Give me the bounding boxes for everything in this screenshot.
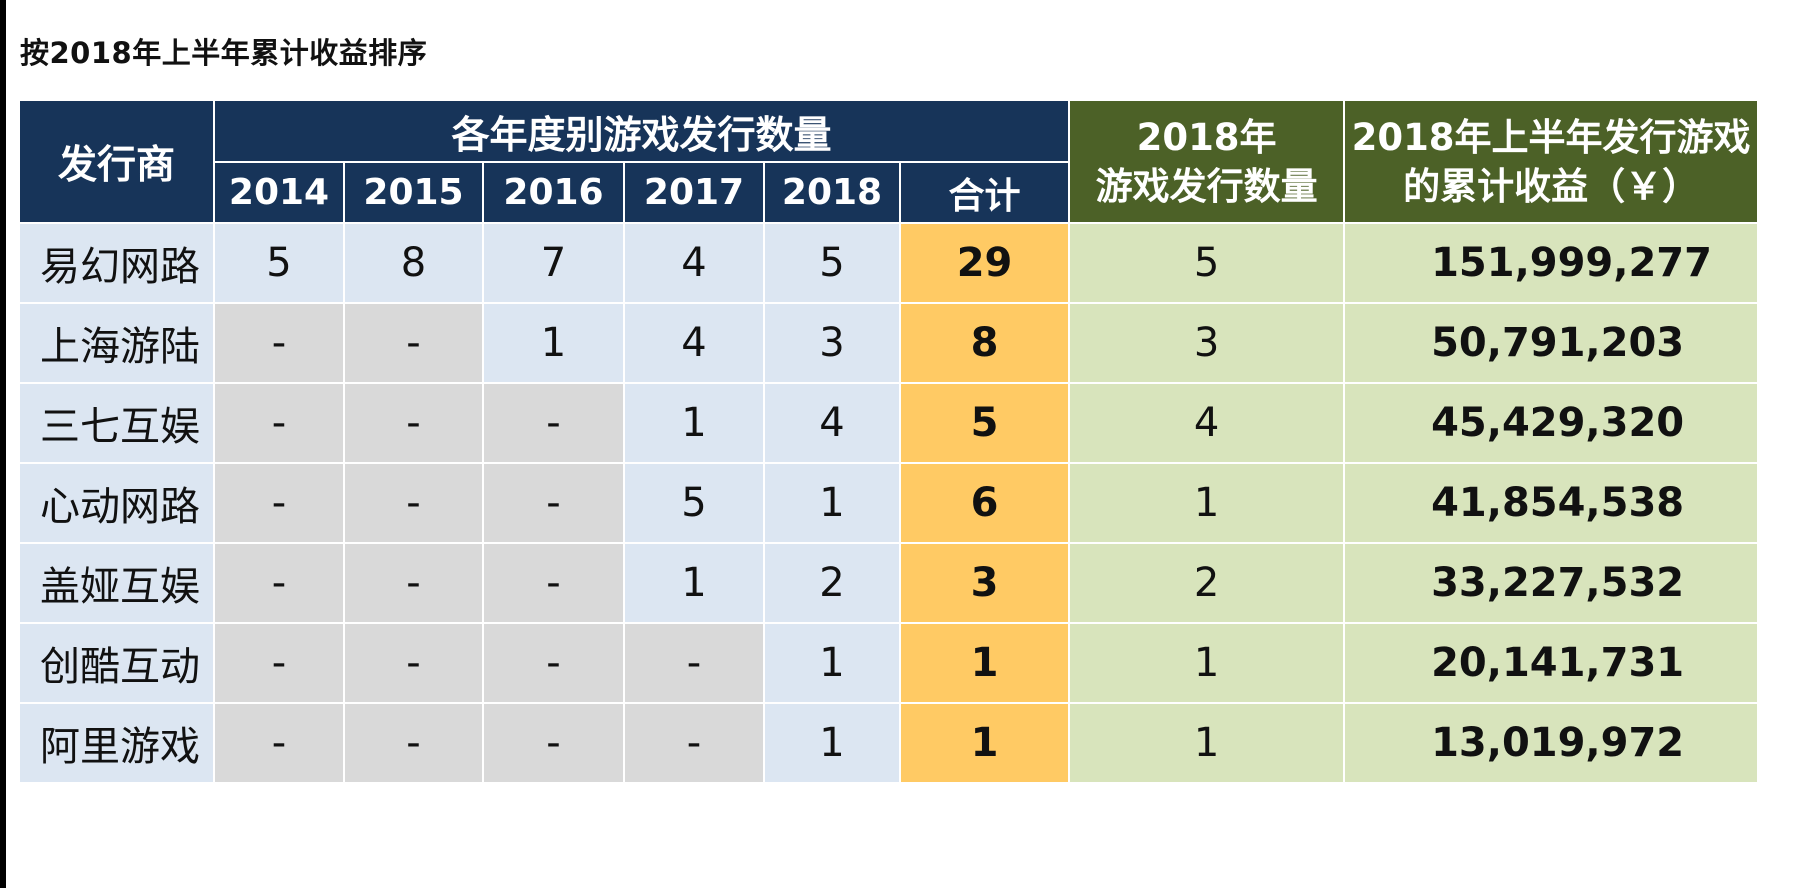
table-row: 盖娅互娱 - - -1 2 3 2 33,227,532: [18, 542, 1760, 624]
release-2018-cell: 1: [1068, 622, 1346, 704]
release-2018-cell: 1: [1068, 702, 1346, 784]
release-2018-cell: 4: [1068, 382, 1346, 464]
table-row: 创酷互动 - - - -1 1 1 20,141,731: [18, 622, 1760, 704]
publisher-cell: 盖娅互娱: [18, 542, 215, 624]
year-count-cell: 7: [482, 222, 625, 304]
release-2018-cell: 5: [1068, 222, 1346, 304]
year-count-cell: 3: [763, 302, 901, 384]
table-row: 上海游陆 - -1 4 3 8 3 50,791,203: [18, 302, 1760, 384]
year-count-cell: -: [623, 702, 765, 784]
header-year: 2017: [623, 161, 765, 224]
header-revenue-line1: 2018年上半年发行游戏: [1351, 115, 1751, 159]
revenue-value: 41,854,538: [1431, 480, 1685, 526]
year-count-cell: -: [213, 542, 345, 624]
year-count-cell: -: [482, 702, 625, 784]
total-cell: 3: [898, 542, 1071, 624]
year-count-cell: 4: [763, 382, 901, 464]
revenue-value: 13,019,972: [1431, 720, 1685, 766]
revenue-value: 33,227,532: [1431, 560, 1685, 606]
year-count-cell: -: [213, 702, 345, 784]
page-title: 按2018年上半年累计收益排序: [20, 36, 428, 70]
header-yearly-release-group: 各年度别游戏发行数量: [212, 99, 1071, 163]
header-revenue: 2018年上半年发行游戏 的累计收益（￥）: [1343, 99, 1760, 224]
revenue-cell: 41,854,538: [1343, 462, 1760, 544]
year-count-cell: 4: [623, 302, 765, 384]
year-count-cell: 1: [623, 542, 765, 624]
year-count-cell: -: [213, 382, 345, 464]
year-count-cell: 2: [763, 542, 901, 624]
year-count-cell: -: [343, 302, 484, 384]
release-2018-cell: 1: [1068, 462, 1346, 544]
year-count-cell: -: [343, 622, 484, 704]
year-count-cell: -: [482, 462, 625, 544]
header-2018-release-line2: 游戏发行数量: [1095, 164, 1318, 208]
year-count-cell: 5: [213, 222, 345, 304]
revenue-value: 20,141,731: [1431, 640, 1685, 686]
year-count-cell: 1: [482, 302, 625, 384]
year-count-cell: 8: [343, 222, 484, 304]
total-cell: 1: [898, 702, 1071, 784]
table-row: 阿里游戏 - - - -1 1 1 13,019,972: [18, 702, 1760, 784]
year-count-cell: -: [213, 302, 345, 384]
year-count-cell: -: [343, 382, 484, 464]
year-count-cell: -: [343, 702, 484, 784]
revenue-cell: 33,227,532: [1343, 542, 1760, 624]
left-edge-bar: [0, 0, 6, 888]
year-count-cell: -: [213, 622, 345, 704]
year-count-cell: -: [482, 622, 625, 704]
revenue-value: 45,429,320: [1431, 400, 1685, 446]
header-year: 2016: [482, 161, 625, 224]
revenue-cell: 45,429,320: [1343, 382, 1760, 464]
revenue-cell: 20,141,731: [1343, 622, 1760, 704]
revenue-value: 50,791,203: [1431, 320, 1685, 366]
year-count-cell: -: [482, 382, 625, 464]
total-cell: 1: [898, 622, 1071, 704]
year-count-cell: -: [343, 462, 484, 544]
header-year: 2015: [343, 161, 484, 224]
header-publisher: 发行商: [18, 99, 215, 224]
publisher-revenue-table: 发行商 各年度别游戏发行数量 2018年 游戏发行数量 2018年上半年发行游戏…: [18, 99, 1760, 784]
total-cell: 29: [898, 222, 1071, 304]
table-row: 心动网路 - - -5 1 6 1 41,854,538: [18, 462, 1760, 544]
year-count-cell: -: [623, 622, 765, 704]
table-row: 三七互娱 - - -1 4 5 4 45,429,320: [18, 382, 1760, 464]
year-count-cell: -: [343, 542, 484, 624]
header-total: 合计: [898, 161, 1071, 224]
header-year: 2018: [763, 161, 901, 224]
table-row: 易幻网路 5 8 7 4 5 29 5 151,999,277: [18, 222, 1760, 304]
year-count-cell: 1: [763, 702, 901, 784]
header-2018-release-count: 2018年 游戏发行数量: [1068, 99, 1346, 224]
total-cell: 6: [898, 462, 1071, 544]
table-body: 易幻网路 5 8 7 4 5 29 5 151,999,277 上海游陆 - -1 4 3 8 3 50,791…: [18, 222, 1760, 784]
header-revenue-line2: 的累计收益（￥）: [1403, 164, 1700, 208]
total-cell: 8: [898, 302, 1071, 384]
year-count-cell: 1: [623, 382, 765, 464]
revenue-cell: 13,019,972: [1343, 702, 1760, 784]
publisher-cell: 三七互娱: [18, 382, 215, 464]
year-count-cell: 1: [763, 622, 901, 704]
year-count-cell: 5: [763, 222, 901, 304]
year-count-cell: 4: [623, 222, 765, 304]
release-2018-cell: 3: [1068, 302, 1346, 384]
publisher-cell: 易幻网路: [18, 222, 215, 304]
publisher-cell: 上海游陆: [18, 302, 215, 384]
publisher-cell: 阿里游戏: [18, 702, 215, 784]
year-count-cell: -: [213, 462, 345, 544]
release-2018-cell: 2: [1068, 542, 1346, 624]
year-count-cell: 1: [763, 462, 901, 544]
year-count-cell: 5: [623, 462, 765, 544]
revenue-cell: 151,999,277: [1343, 222, 1760, 304]
revenue-value: 151,999,277: [1431, 240, 1712, 286]
publisher-cell: 创酷互动: [18, 622, 215, 704]
revenue-cell: 50,791,203: [1343, 302, 1760, 384]
year-count-cell: -: [482, 542, 625, 624]
total-cell: 5: [898, 382, 1071, 464]
header-year: 2014: [213, 161, 345, 224]
header-2018-release-line1: 2018年: [1136, 115, 1277, 159]
publisher-cell: 心动网路: [18, 462, 215, 544]
